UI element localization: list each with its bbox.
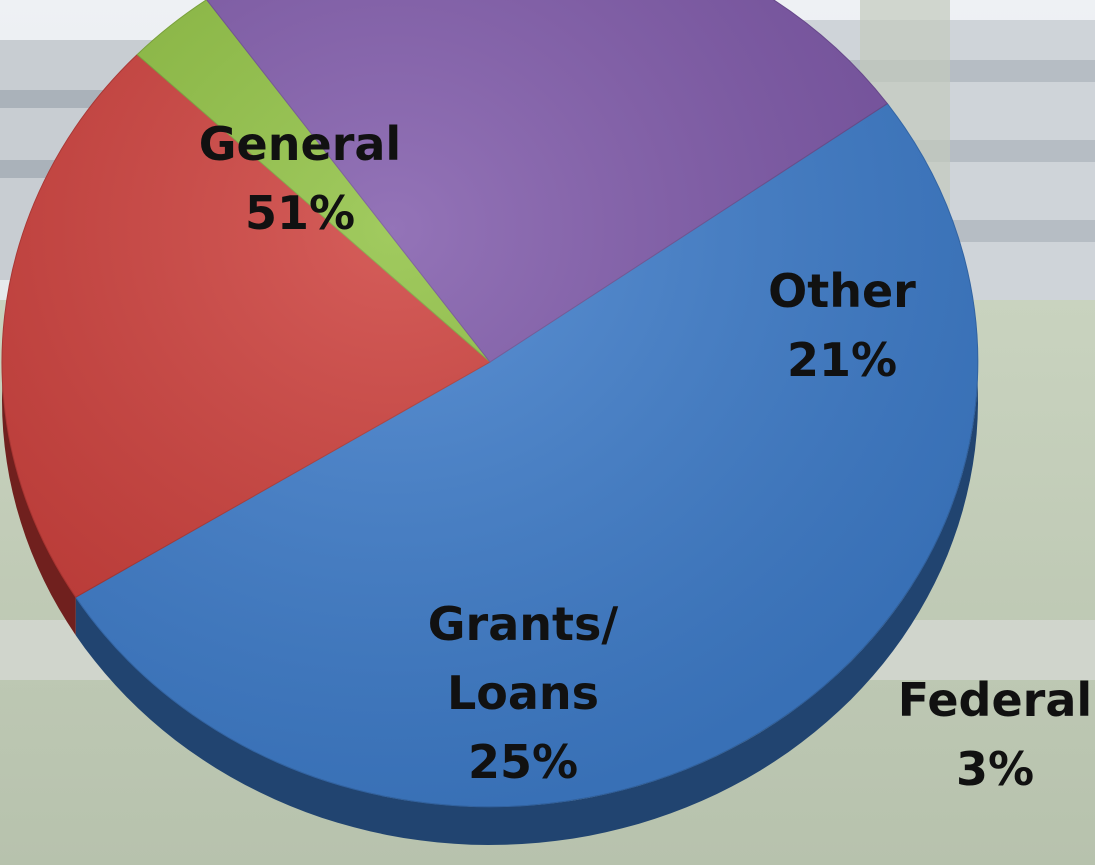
pie-label-grants-loans: Grants/Loans 25% — [428, 597, 619, 789]
pie-labels: General 51% Other 21% Federal 3% Grants/Loans 2… — [199, 117, 1092, 796]
pie-label-general: General 51% — [199, 117, 401, 240]
pie-value-label: 3% — [956, 742, 1034, 796]
pie-label-federal: Federal 3% — [898, 673, 1092, 796]
pie-label-other: Other 21% — [768, 264, 916, 387]
pie-value-label: 21% — [787, 333, 897, 387]
pie-value-label: 25% — [468, 735, 578, 789]
pie-value-label: 51% — [245, 186, 355, 240]
